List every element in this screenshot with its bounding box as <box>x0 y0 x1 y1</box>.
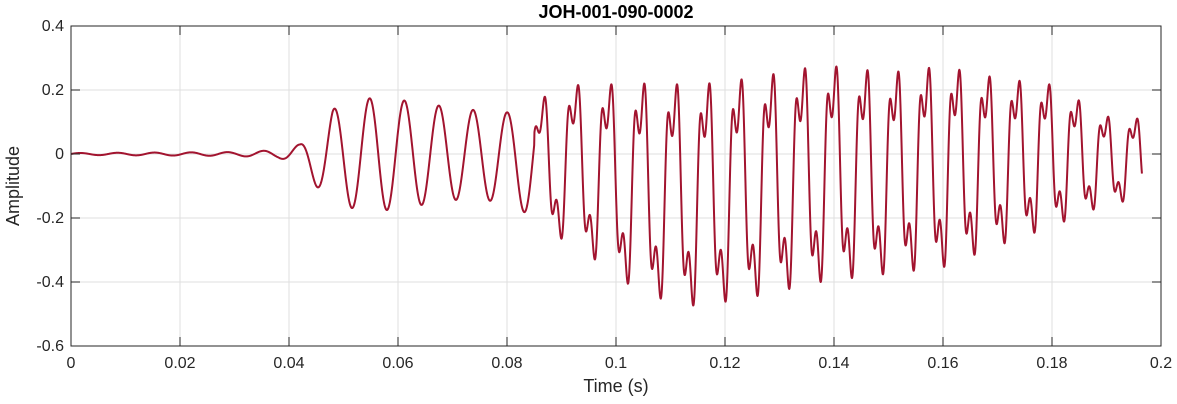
waveform-line <box>70 65 1143 307</box>
x-tick-label: 0.12 <box>709 355 740 372</box>
x-tick-label: 0.2 <box>1150 355 1172 372</box>
y-tick-label: -0.2 <box>36 210 64 227</box>
x-tick-label: 0.1 <box>605 355 627 372</box>
x-axis-label: Time (s) <box>583 376 648 396</box>
x-tick-label: 0 <box>67 355 76 372</box>
chart-title: JOH-001-090-0002 <box>538 2 693 22</box>
y-axis-label: Amplitude <box>3 146 23 226</box>
series-layer <box>70 65 1143 307</box>
y-tick-label: 0 <box>55 146 64 163</box>
y-tick-label: 0.4 <box>42 18 64 35</box>
y-tick-labels: -0.6 -0.4 -0.2 0 0.2 0.4 <box>36 18 64 355</box>
x-tick-label: 0.18 <box>1036 355 1067 372</box>
x-tick-label: 0.02 <box>164 355 195 372</box>
y-tick-label: -0.6 <box>36 338 64 355</box>
x-tick-label: 0.04 <box>273 355 304 372</box>
x-tick-label: 0.08 <box>491 355 522 372</box>
y-tick-label: -0.4 <box>36 274 64 291</box>
y-tick-label: 0.2 <box>42 82 64 99</box>
x-tick-label: 0.14 <box>818 355 849 372</box>
x-tick-labels: 0 0.02 0.04 0.06 0.08 0.1 0.12 0.14 0.16 0.18 0.2 <box>67 355 1173 372</box>
tick-marks <box>70 25 1162 347</box>
x-tick-label: 0.06 <box>382 355 413 372</box>
x-tick-label: 0.16 <box>927 355 958 372</box>
